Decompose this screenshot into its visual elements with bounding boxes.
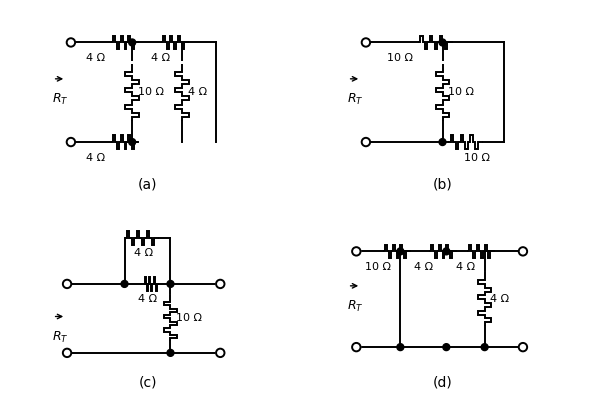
Text: 4 Ω: 4 Ω — [86, 152, 106, 162]
Circle shape — [216, 280, 224, 288]
Circle shape — [443, 344, 450, 351]
Circle shape — [352, 343, 360, 352]
Circle shape — [67, 38, 75, 47]
Circle shape — [362, 38, 370, 47]
Circle shape — [519, 247, 527, 256]
Circle shape — [443, 248, 450, 255]
Circle shape — [216, 349, 224, 357]
Text: 4 Ω: 4 Ω — [188, 87, 207, 97]
Text: 4 Ω: 4 Ω — [86, 53, 106, 63]
Text: 4 Ω: 4 Ω — [414, 262, 433, 272]
Text: 4 Ω: 4 Ω — [456, 262, 475, 272]
Circle shape — [519, 343, 527, 352]
Text: 4 Ω: 4 Ω — [138, 294, 157, 304]
Text: (d): (d) — [432, 375, 453, 389]
Circle shape — [67, 138, 75, 146]
Circle shape — [167, 350, 174, 356]
Circle shape — [397, 344, 404, 351]
Circle shape — [129, 39, 136, 46]
Circle shape — [352, 247, 360, 256]
Text: 4 Ω: 4 Ω — [152, 53, 171, 63]
Circle shape — [121, 280, 128, 287]
Circle shape — [362, 138, 370, 146]
Text: $R_T$: $R_T$ — [347, 299, 363, 314]
Text: $R_T$: $R_T$ — [52, 330, 68, 345]
Text: (c): (c) — [138, 375, 157, 389]
Text: (b): (b) — [432, 178, 453, 192]
Circle shape — [167, 280, 174, 287]
Circle shape — [397, 248, 404, 255]
Text: $R_T$: $R_T$ — [347, 92, 363, 107]
Circle shape — [481, 344, 488, 351]
Circle shape — [63, 349, 71, 357]
Circle shape — [439, 39, 446, 46]
Circle shape — [63, 280, 71, 288]
Text: 4 Ω: 4 Ω — [490, 294, 510, 304]
Text: 4 Ω: 4 Ω — [134, 247, 153, 257]
Text: 10 Ω: 10 Ω — [448, 87, 474, 97]
Text: 10 Ω: 10 Ω — [365, 262, 391, 272]
Circle shape — [439, 138, 446, 146]
Text: 10 Ω: 10 Ω — [176, 313, 202, 324]
Text: 10 Ω: 10 Ω — [464, 152, 490, 162]
Text: 10 Ω: 10 Ω — [388, 53, 414, 63]
Text: $R_T$: $R_T$ — [52, 92, 68, 107]
Text: (a): (a) — [137, 178, 158, 192]
Text: 10 Ω: 10 Ω — [138, 87, 164, 97]
Circle shape — [129, 138, 136, 146]
